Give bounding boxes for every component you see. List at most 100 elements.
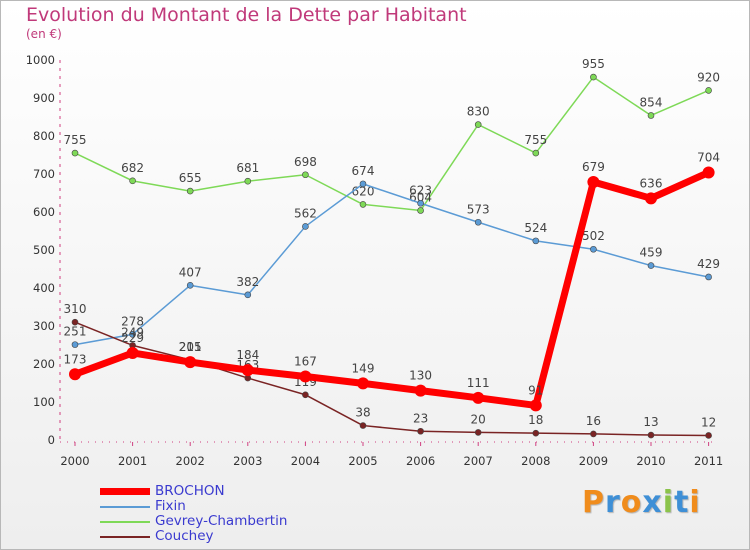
data-label-brochon: 130 [409,369,432,383]
logo-letter: i [689,485,701,520]
chart-legend: BROCHON Fixin Gevrey-Chambertin Couchey [100,484,287,544]
x-tick-label: 2007 [464,454,493,468]
legend-swatch [100,535,150,538]
data-label-fixin: 573 [467,202,490,216]
data-label-gevrey-chambertin: 681 [236,161,259,175]
data-point-fixin [705,273,712,281]
logo-letter: t [674,485,690,520]
data-label-gevrey-chambertin: 755 [64,133,87,147]
data-point-fixin [590,245,597,253]
data-point-gevrey-chambertin [647,112,655,119]
data-label-brochon: 184 [236,348,259,362]
data-label-couchey: 13 [643,415,658,429]
data-label-brochon: 91 [528,383,543,397]
data-point-fixin [129,331,136,338]
data-point-gevrey-chambertin [532,149,540,157]
y-tick-label: 500 [33,243,55,257]
data-point-couchey [590,430,597,438]
y-tick-label: 300 [33,319,55,333]
data-point-brochon [241,364,254,377]
data-label-brochon: 173 [64,352,87,366]
data-point-couchey [417,427,424,435]
x-tick-label: 2008 [521,454,550,468]
chart-subtitle: (en €) [26,27,62,41]
data-label-couchey: 249 [121,325,144,339]
data-point-brochon [414,384,427,397]
data-label-brochon: 167 [294,355,317,369]
data-point-fixin [186,282,194,289]
data-label-brochon: 704 [697,150,720,164]
data-label-gevrey-chambertin: 682 [121,161,144,175]
x-tick-label: 2010 [636,454,665,468]
data-label-brochon: 679 [582,160,605,174]
data-label-fixin: 459 [640,246,663,260]
data-point-fixin [647,262,655,269]
legend-item: Gevrey-Chambertin [100,514,287,529]
data-label-couchey: 16 [586,414,601,428]
data-label-fixin: 251 [64,325,87,339]
data-label-gevrey-chambertin: 955 [582,57,605,71]
x-tick-label: 2011 [694,454,723,468]
legend-label: BROCHON [155,483,225,499]
data-point-couchey [647,431,655,439]
data-point-gevrey-chambertin [129,177,136,185]
data-label-fixin: 429 [697,257,720,271]
data-label-couchey: 310 [64,302,87,316]
data-label-fixin: 407 [179,265,202,279]
data-point-couchey [302,391,309,399]
data-point-fixin [71,341,79,348]
logo-letter: o [620,485,643,520]
data-point-gevrey-chambertin [474,121,482,128]
legend-swatch [100,488,150,495]
data-label-brochon: 636 [640,176,663,190]
data-label-fixin: 524 [524,221,547,235]
x-tick-label: 2004 [291,454,320,468]
data-point-brochon [472,391,485,404]
data-point-gevrey-chambertin [590,73,597,81]
y-tick-label: 800 [33,129,55,143]
logo-letter: P [582,485,605,520]
x-tick-label: 2003 [233,454,262,468]
chart-title: Evolution du Montant de la Dette par Hab… [26,4,467,26]
data-label-couchey: 23 [413,411,428,425]
legend-swatch [100,520,150,523]
x-tick-label: 2002 [176,454,205,468]
legend-label: Fixin [155,498,186,514]
data-label-gevrey-chambertin: 655 [179,171,202,185]
x-tick-label: 2001 [118,454,147,468]
y-tick-label: 600 [33,205,55,219]
data-label-fixin: 674 [352,164,375,178]
legend-item: Fixin [100,499,287,514]
data-label-brochon: 149 [352,361,375,375]
logo-letter: r [605,485,621,520]
data-label-brochon: 111 [467,376,490,390]
series-line-brochon [71,168,713,409]
data-point-brochon [184,356,197,369]
data-point-brochon [69,368,81,381]
data-label-gevrey-chambertin: 854 [640,95,663,109]
data-point-couchey [705,432,712,439]
x-tick-label: 2000 [60,454,89,468]
data-label-fixin: 382 [236,275,259,289]
data-label-gevrey-chambertin: 755 [524,133,547,147]
series-line-fixin [74,183,710,346]
proxiti-logo: Proxiti [582,485,701,520]
data-point-brochon [299,370,312,383]
data-point-brochon [702,166,715,179]
y-tick-label: 700 [33,167,55,181]
legend-label: Gevrey-Chambertin [155,513,288,529]
y-tick-label: 900 [33,91,55,105]
x-tick-label: 2006 [406,454,435,468]
legend-item: BROCHON [100,484,287,499]
data-label-couchey: 211 [179,340,202,354]
logo-letter: x [642,485,663,520]
data-label-couchey: 18 [528,413,543,427]
legend-item: Couchey [100,529,287,544]
y-tick-label: 200 [33,357,55,371]
data-label-gevrey-chambertin: 920 [697,70,720,84]
logo-letter: i [662,485,675,520]
data-point-brochon [126,346,139,359]
data-point-fixin [244,291,252,299]
series-line-couchey [74,321,710,437]
